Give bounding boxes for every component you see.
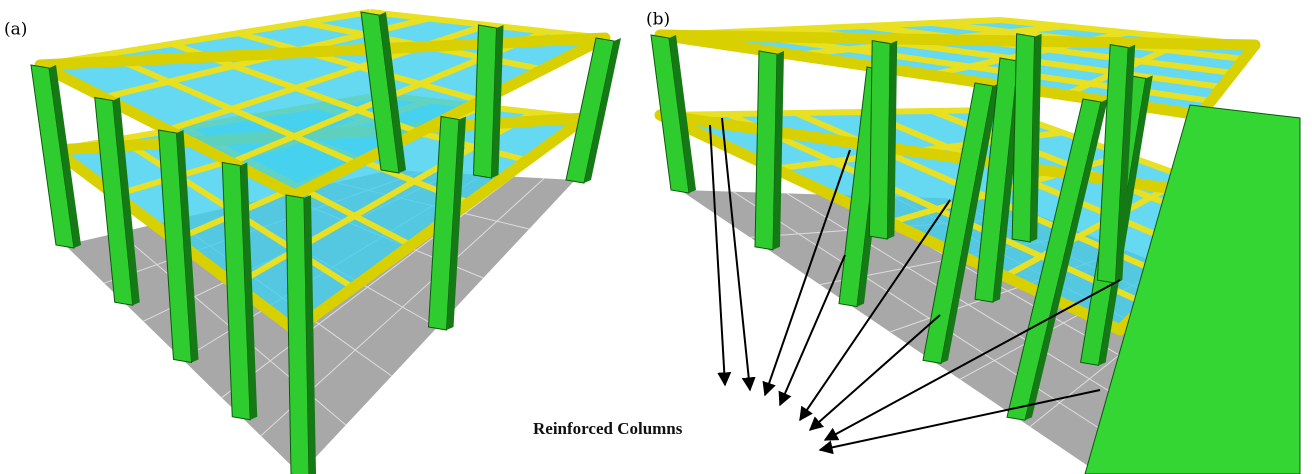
column: [869, 41, 890, 239]
panel-label: (a): [4, 20, 27, 40]
annotation: Reinforced Columns: [533, 419, 683, 438]
panel-label: (b): [646, 10, 670, 30]
figure: (a) (b) Reinforced Columns: [0, 0, 1312, 474]
